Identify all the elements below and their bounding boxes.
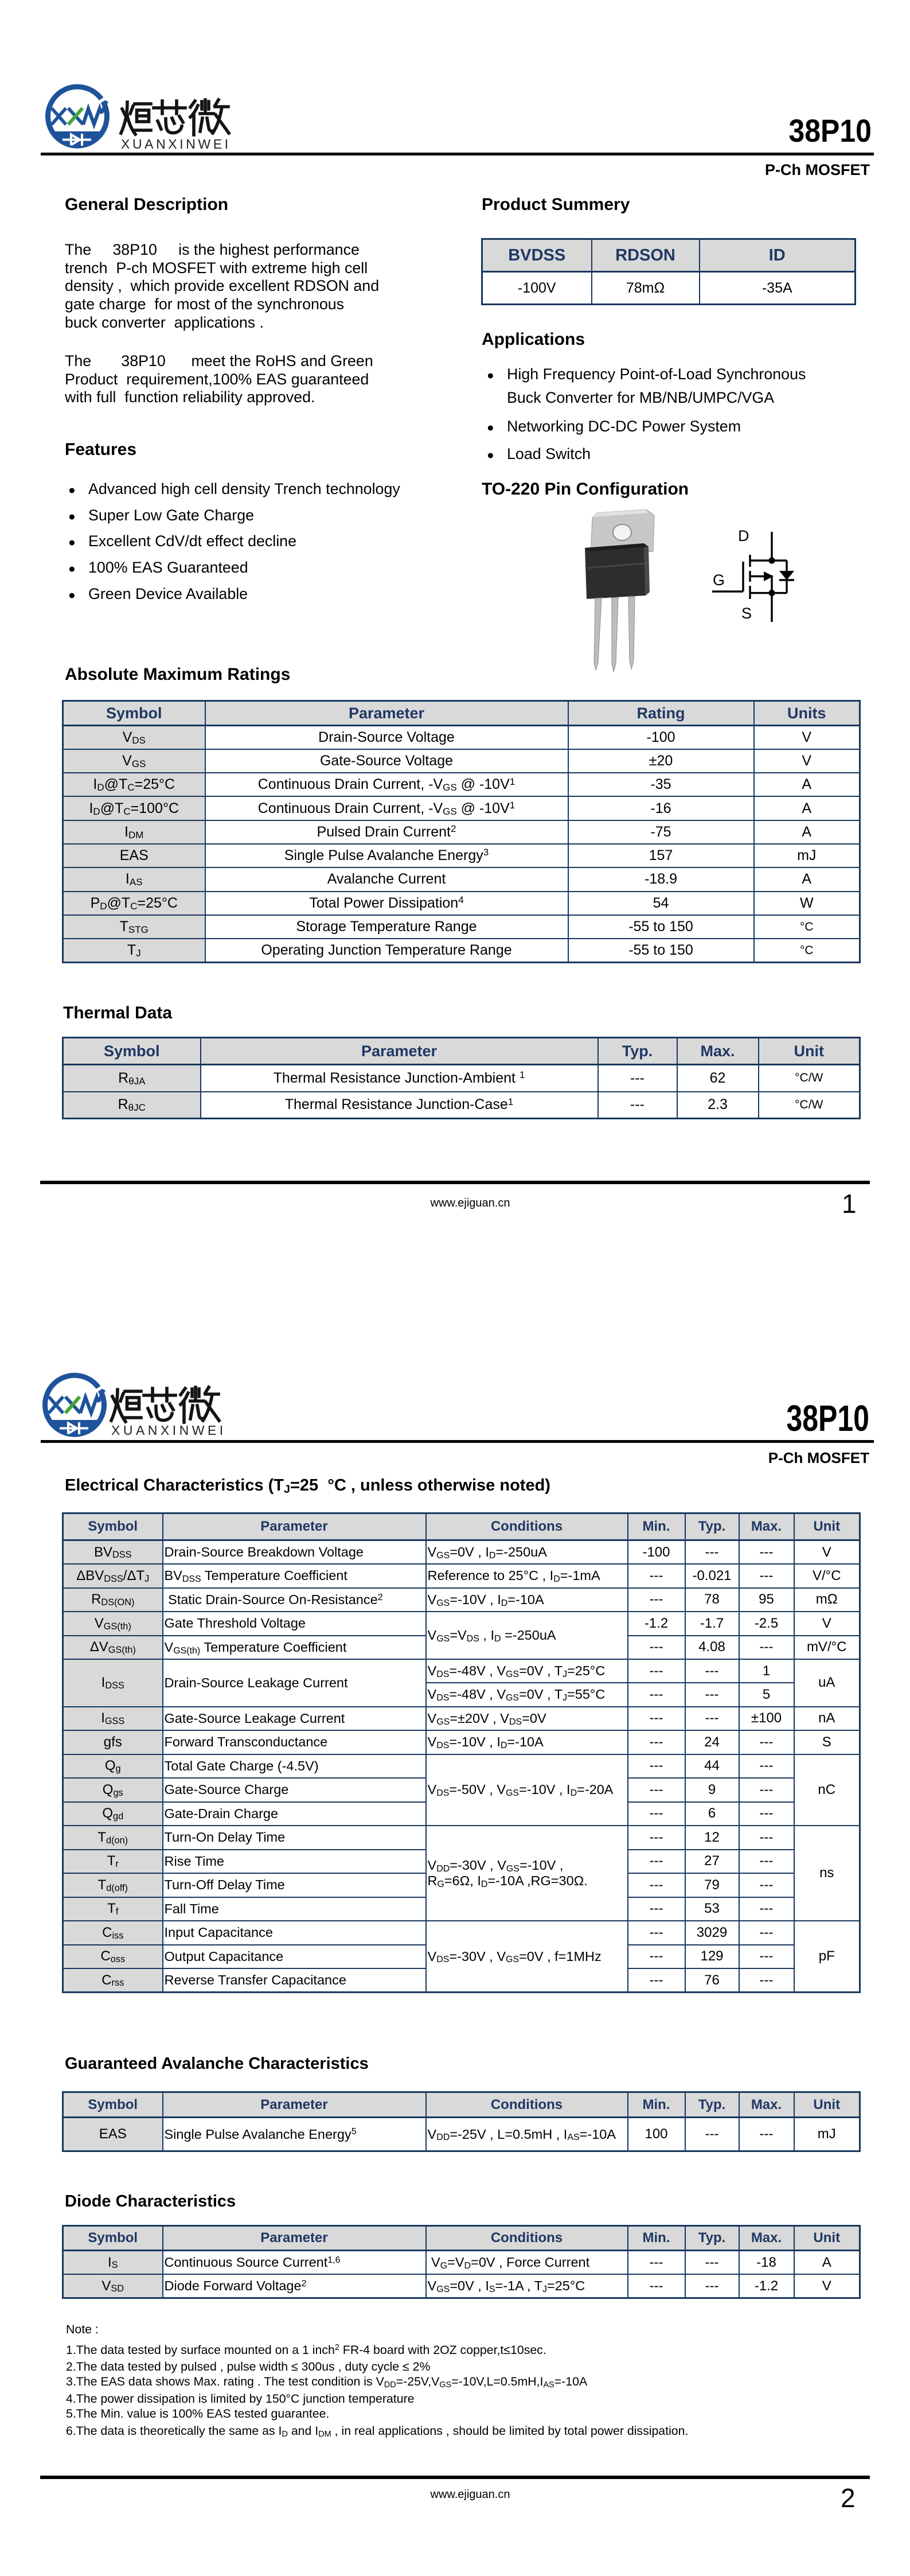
svg-text:G: G (713, 571, 725, 589)
svg-text:D: D (738, 527, 749, 544)
svg-text:S: S (741, 605, 752, 622)
